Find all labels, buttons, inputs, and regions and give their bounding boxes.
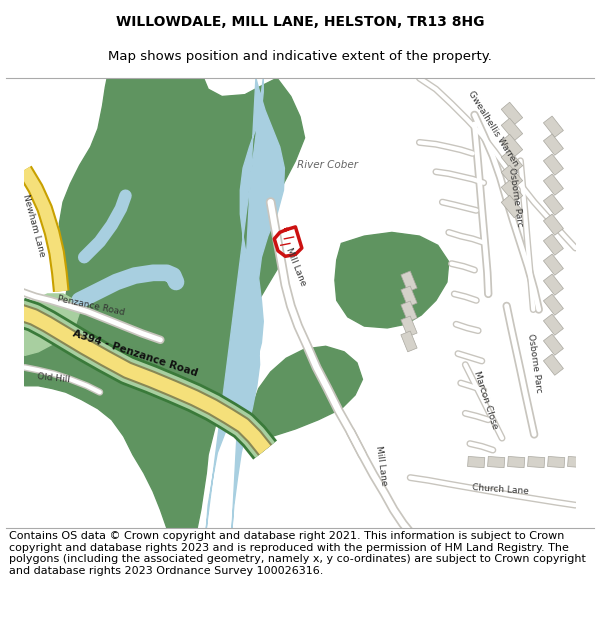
Bar bbox=[568, 456, 585, 468]
Bar bbox=[583, 470, 600, 489]
Bar bbox=[401, 331, 417, 352]
Text: Contains OS data © Crown copyright and database right 2021. This information is : Contains OS data © Crown copyright and d… bbox=[9, 531, 586, 576]
Bar bbox=[501, 165, 523, 188]
Polygon shape bbox=[206, 78, 284, 528]
Text: Mill Lane: Mill Lane bbox=[284, 246, 307, 287]
Polygon shape bbox=[335, 232, 449, 328]
Text: Marcon Close: Marcon Close bbox=[472, 369, 499, 430]
Bar bbox=[544, 354, 563, 375]
Text: Church Lane: Church Lane bbox=[472, 483, 529, 496]
Text: WILLOWDALE, MILL LANE, HELSTON, TR13 8HG: WILLOWDALE, MILL LANE, HELSTON, TR13 8HG bbox=[116, 15, 484, 29]
Bar bbox=[401, 286, 417, 307]
Bar bbox=[583, 290, 600, 309]
Bar bbox=[527, 456, 545, 468]
Bar bbox=[544, 134, 563, 155]
Bar bbox=[583, 370, 600, 389]
Bar bbox=[544, 234, 563, 255]
Bar bbox=[401, 271, 417, 292]
Text: Map shows position and indicative extent of the property.: Map shows position and indicative extent… bbox=[108, 50, 492, 62]
Polygon shape bbox=[25, 294, 80, 356]
Bar bbox=[583, 250, 600, 269]
Bar bbox=[501, 134, 523, 157]
Bar bbox=[583, 190, 600, 209]
Polygon shape bbox=[25, 78, 305, 528]
Bar bbox=[501, 195, 523, 218]
Bar bbox=[544, 314, 563, 335]
Bar bbox=[508, 456, 525, 468]
Bar bbox=[548, 456, 565, 468]
Bar bbox=[583, 350, 600, 369]
Bar bbox=[583, 390, 600, 409]
Bar bbox=[501, 118, 523, 141]
Bar bbox=[544, 294, 563, 315]
Bar bbox=[501, 180, 523, 203]
Text: A394 - Penzance Road: A394 - Penzance Road bbox=[71, 329, 199, 379]
Bar bbox=[544, 154, 563, 175]
Text: Penzance Road: Penzance Road bbox=[56, 294, 125, 318]
Bar bbox=[401, 301, 417, 322]
Bar bbox=[488, 456, 505, 468]
Bar bbox=[544, 116, 563, 138]
Bar bbox=[544, 274, 563, 295]
Bar bbox=[401, 316, 417, 337]
Text: Mill Lane: Mill Lane bbox=[374, 445, 388, 486]
Bar bbox=[467, 456, 485, 468]
Bar bbox=[501, 150, 523, 173]
Bar bbox=[544, 334, 563, 355]
Bar bbox=[583, 150, 600, 169]
Text: Osborne Parc: Osborne Parc bbox=[507, 168, 524, 228]
Bar bbox=[544, 174, 563, 195]
Bar bbox=[583, 270, 600, 289]
Text: River Cober: River Cober bbox=[297, 161, 358, 171]
Bar bbox=[583, 450, 600, 469]
Bar bbox=[544, 254, 563, 275]
Bar bbox=[583, 210, 600, 229]
Polygon shape bbox=[252, 346, 362, 436]
Bar bbox=[544, 214, 563, 235]
Bar bbox=[501, 102, 523, 125]
Bar bbox=[583, 310, 600, 329]
Text: Osborne Parc: Osborne Parc bbox=[526, 332, 543, 393]
Bar bbox=[544, 194, 563, 215]
Bar bbox=[583, 230, 600, 249]
Text: Old Hill: Old Hill bbox=[37, 372, 71, 384]
Bar bbox=[583, 410, 600, 429]
Bar bbox=[583, 330, 600, 349]
Bar bbox=[583, 170, 600, 189]
Text: Newham Lane: Newham Lane bbox=[21, 192, 46, 258]
Text: Gwealhellis Warren: Gwealhellis Warren bbox=[466, 89, 520, 168]
Bar bbox=[583, 430, 600, 449]
